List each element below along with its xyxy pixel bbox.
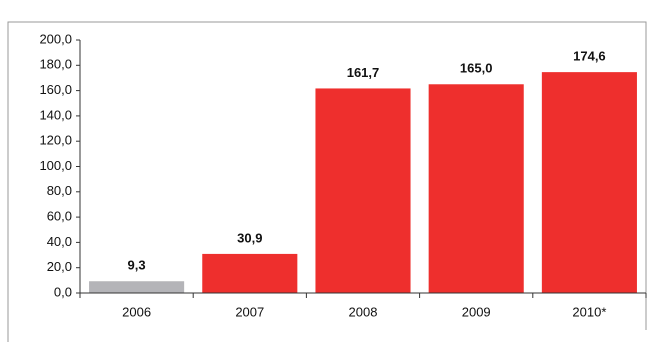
bar [89, 281, 185, 293]
x-tick-label: 2010* [572, 304, 606, 319]
value-label: 161,7 [347, 65, 380, 80]
y-tick-label: 180,0 [39, 57, 72, 72]
x-tick-label: 2008 [349, 304, 378, 319]
value-label: 174,6 [573, 49, 606, 64]
value-label: 165,0 [460, 61, 493, 76]
value-label: 30,9 [237, 230, 262, 245]
value-label: 9,3 [128, 258, 146, 273]
frame [7, 21, 647, 342]
bar [541, 72, 637, 293]
y-tick-label: 20,0 [47, 259, 72, 274]
y-tick-label: 60,0 [47, 209, 72, 224]
y-tick-label: 100,0 [39, 158, 72, 173]
bar [202, 253, 298, 293]
y-tick-label: 160,0 [39, 82, 72, 97]
bar [315, 88, 411, 294]
x-tick-label: 2007 [235, 304, 264, 319]
y-tick-label: 80,0 [47, 183, 72, 198]
y-tick-label: 200,0 [39, 31, 72, 46]
y-tick-label: 140,0 [39, 107, 72, 122]
y-tick-label: 120,0 [39, 133, 72, 148]
bar [428, 84, 524, 294]
y-tick-label: 40,0 [47, 234, 72, 249]
x-tick-label: 2009 [462, 304, 491, 319]
y-tick-label: 0,0 [54, 284, 72, 299]
x-tick-label: 2006 [122, 304, 151, 319]
